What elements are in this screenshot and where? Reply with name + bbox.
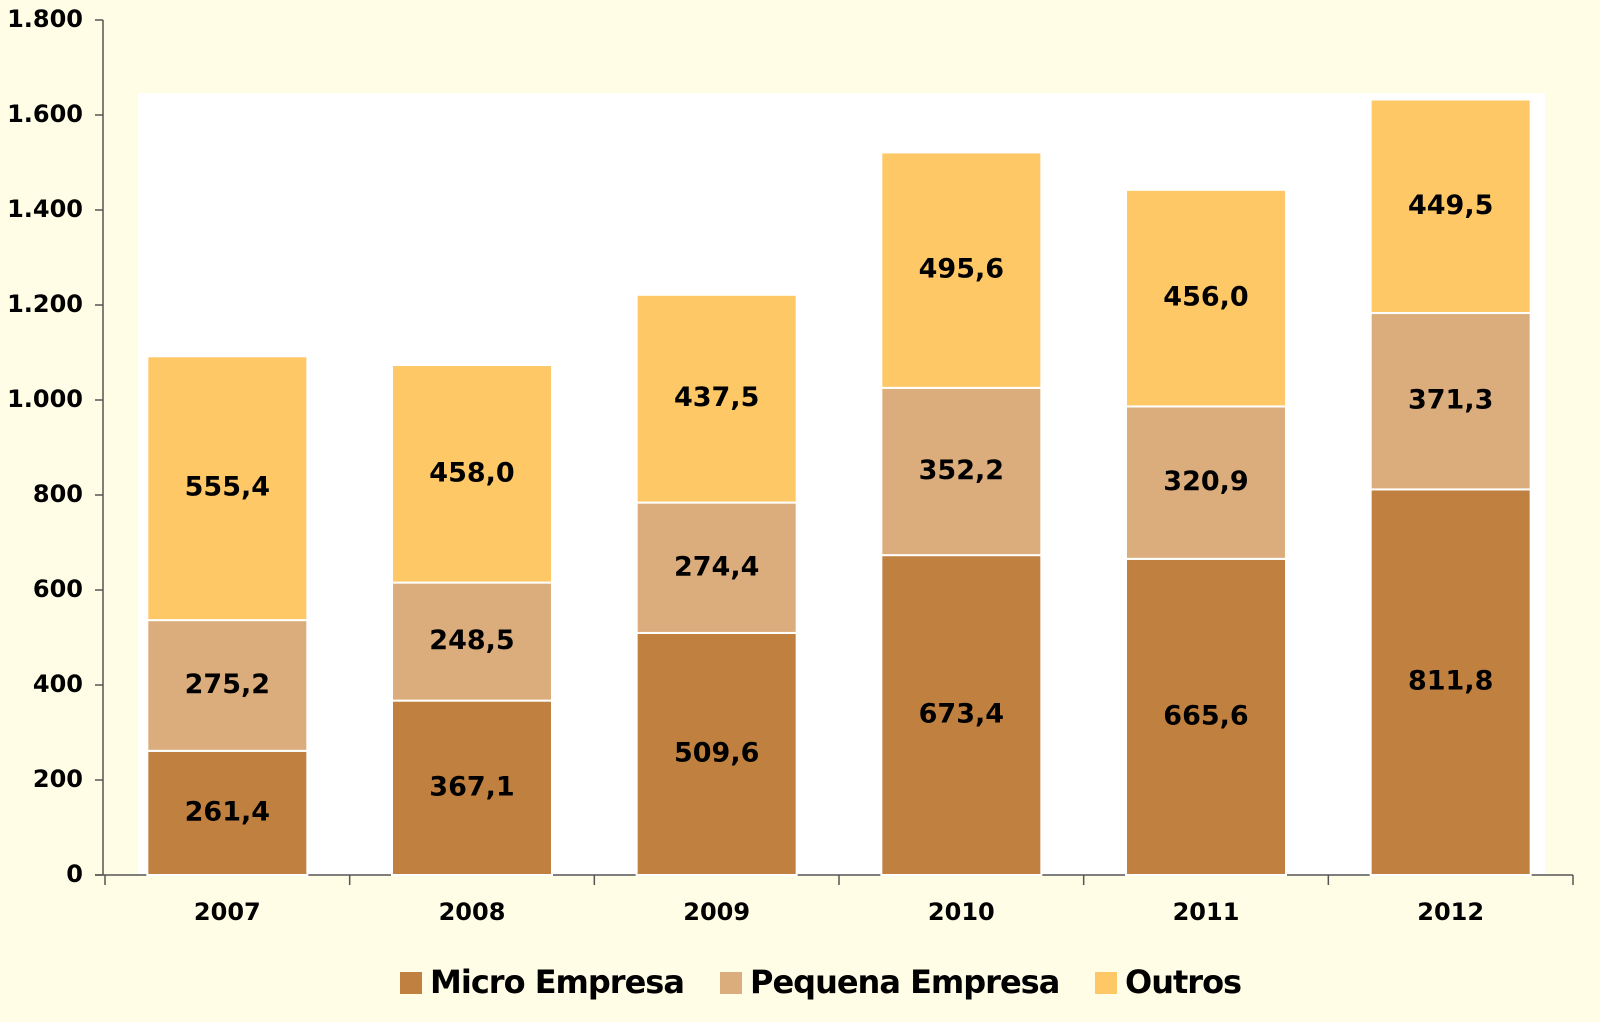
y-tick-label: 600 [33,575,83,603]
data-label: 449,5 [1408,190,1493,221]
legend-swatch [1095,972,1117,994]
x-tick-label: 2009 [683,898,750,926]
data-label: 275,2 [185,669,270,700]
data-label: 458,0 [429,457,514,488]
bar-segment [880,151,1043,389]
data-label: 248,5 [429,625,514,656]
bar-segment [1369,488,1532,876]
data-label: 274,4 [674,551,759,582]
bar-segment [880,554,1043,876]
bar-segment [1369,98,1532,315]
y-tick-label: 1.400 [7,195,83,223]
bar-segment [635,293,798,504]
y-tick-label: 400 [33,670,83,698]
legend-label: Pequena Empresa [750,963,1059,1001]
data-label: 367,1 [429,771,514,802]
y-tick-label: 1.000 [7,385,83,413]
bar-segment [146,355,309,622]
data-label: 352,2 [919,455,1004,486]
data-label: 371,3 [1408,385,1493,416]
legend-label: Micro Empresa [430,963,684,1001]
bar-segment [635,501,798,634]
y-tick-label: 0 [66,860,83,888]
x-tick-label: 2012 [1417,898,1484,926]
data-label: 555,4 [185,472,270,503]
x-tick-label: 2011 [1173,898,1240,926]
y-tick-label: 1.600 [7,100,83,128]
y-tick-label: 200 [33,765,83,793]
bar-segment [1125,188,1287,408]
bar-segment [146,619,309,752]
bar-segment [1369,312,1532,491]
data-label: 456,0 [1163,282,1248,313]
plot-area [138,93,1545,875]
legend-swatch [720,972,742,994]
bar-segment [1125,557,1287,877]
data-label: 811,8 [1408,666,1493,697]
legend-label: Outros [1125,963,1241,1001]
x-tick-label: 2010 [928,898,995,926]
x-tick-label: 2008 [439,898,506,926]
data-label: 261,4 [185,796,270,827]
bar-segment [391,581,553,702]
data-label: 320,9 [1163,466,1248,497]
data-label: 673,4 [919,699,1004,730]
bar-segment [635,631,798,876]
bar-segment [391,699,553,876]
y-tick-label: 1.200 [7,290,83,318]
data-label: 495,6 [919,254,1004,285]
data-label: 665,6 [1163,700,1248,731]
x-tick-label: 2007 [194,898,261,926]
legend-swatch [400,972,422,994]
bar-segment [391,364,553,584]
y-tick-label: 1.800 [7,5,83,33]
data-label: 437,5 [674,382,759,413]
y-tick-label: 800 [33,480,83,508]
data-label: 509,6 [674,737,759,768]
bar-segment [880,386,1043,557]
bar-segment [1125,405,1287,560]
